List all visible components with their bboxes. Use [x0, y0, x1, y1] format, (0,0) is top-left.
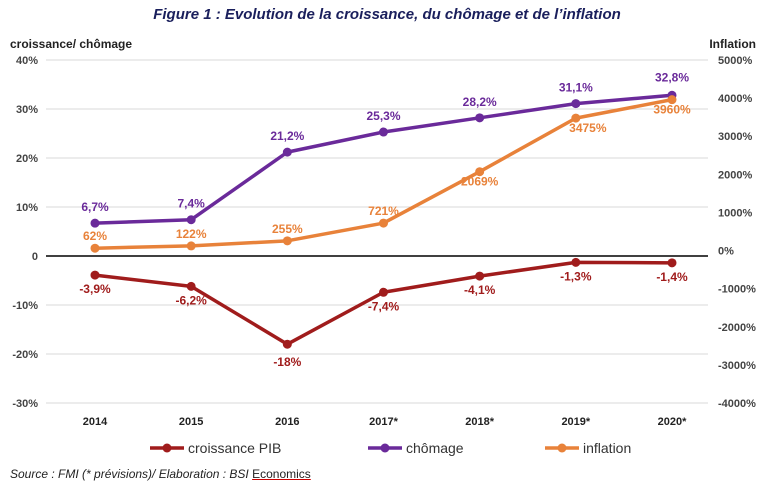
right-tick-label: -2000% — [718, 322, 756, 334]
right-tick-label: -4000% — [718, 398, 756, 410]
data-label: -4,1% — [464, 283, 496, 297]
right-axis-title: Inflation — [709, 37, 756, 51]
right-tick-label: 4000% — [718, 93, 752, 105]
legend-swatch-marker — [380, 443, 390, 453]
source-note: Source : FMI (* prévisions)/ Elaboration… — [10, 467, 311, 481]
data-point — [379, 127, 388, 137]
source-prefix: Source : FMI (* prévisions)/ Elaboration… — [10, 467, 253, 481]
data-point — [571, 257, 581, 267]
data-label: 6,7% — [81, 200, 109, 214]
data-label: 3960% — [653, 103, 691, 117]
data-label: -1,4% — [656, 270, 688, 284]
right-tick-label: -3000% — [718, 360, 756, 372]
left-tick-label: -20% — [12, 349, 38, 361]
data-label: 21,2% — [270, 129, 304, 143]
data-label: 255% — [272, 222, 303, 236]
right-tick-label: 0% — [718, 246, 734, 258]
data-point — [571, 113, 581, 123]
data-point — [282, 147, 292, 157]
left-axis-title: croissance/ chômage — [10, 37, 132, 51]
data-point — [379, 287, 388, 297]
left-tick-label: 10% — [16, 202, 38, 214]
data-label: 62% — [83, 229, 107, 243]
data-label: -6,2% — [175, 293, 207, 307]
data-point — [282, 236, 292, 246]
right-tick-label: 1000% — [718, 207, 752, 219]
right-tick-label: 2000% — [718, 169, 752, 181]
left-tick-label: -10% — [12, 300, 38, 312]
data-point — [475, 271, 485, 281]
data-label: 721% — [368, 204, 399, 218]
data-point — [90, 270, 100, 280]
x-tick-label: 2016 — [275, 416, 299, 428]
data-label: 25,3% — [366, 109, 400, 123]
right-tick-label: 3000% — [718, 131, 752, 143]
data-label: 32,8% — [655, 70, 689, 84]
data-point — [475, 113, 485, 123]
legend-label: chômage — [406, 440, 464, 456]
source-link[interactable]: Economics — [252, 467, 311, 481]
data-label: -3,9% — [79, 282, 111, 296]
data-point — [186, 241, 196, 251]
x-tick-label: 2015 — [179, 416, 203, 428]
data-label: 31,1% — [559, 81, 593, 95]
left-tick-label: 30% — [16, 104, 38, 116]
left-tick-label: 20% — [16, 153, 38, 165]
right-tick-label: 5000% — [718, 55, 752, 67]
data-point — [186, 281, 196, 291]
x-tick-label: 2018* — [465, 416, 494, 428]
data-label: 28,2% — [463, 95, 497, 109]
data-point — [90, 243, 100, 253]
legend-label: inflation — [583, 440, 631, 456]
data-point — [667, 95, 677, 105]
x-tick-label: 2017* — [369, 416, 398, 428]
data-point — [379, 218, 388, 228]
left-tick-label: -30% — [12, 398, 38, 410]
data-point — [571, 99, 581, 109]
data-point — [282, 339, 292, 349]
data-label: 122% — [176, 227, 207, 241]
data-point — [90, 218, 100, 228]
data-label: -18% — [273, 355, 301, 369]
data-label: 7,4% — [177, 197, 205, 211]
data-label: -7,4% — [368, 299, 400, 313]
data-label: 2069% — [461, 175, 499, 189]
data-label: -1,3% — [560, 269, 592, 283]
legend-swatch-marker — [162, 443, 172, 453]
right-tick-label: -1000% — [718, 284, 756, 296]
figure-title: Figure 1 : Evolution de la croissance, d… — [153, 6, 621, 23]
left-tick-label: 0 — [32, 251, 38, 263]
legend-swatch-marker — [557, 443, 567, 453]
data-point — [475, 167, 485, 177]
legend-label: croissance PIB — [188, 440, 281, 456]
data-label: 3475% — [569, 121, 607, 135]
data-point — [186, 215, 196, 225]
x-tick-label: 2020* — [658, 416, 687, 428]
data-point — [667, 258, 677, 268]
x-tick-label: 2014 — [83, 416, 108, 428]
x-tick-label: 2019* — [561, 416, 590, 428]
left-tick-label: 40% — [16, 55, 38, 67]
